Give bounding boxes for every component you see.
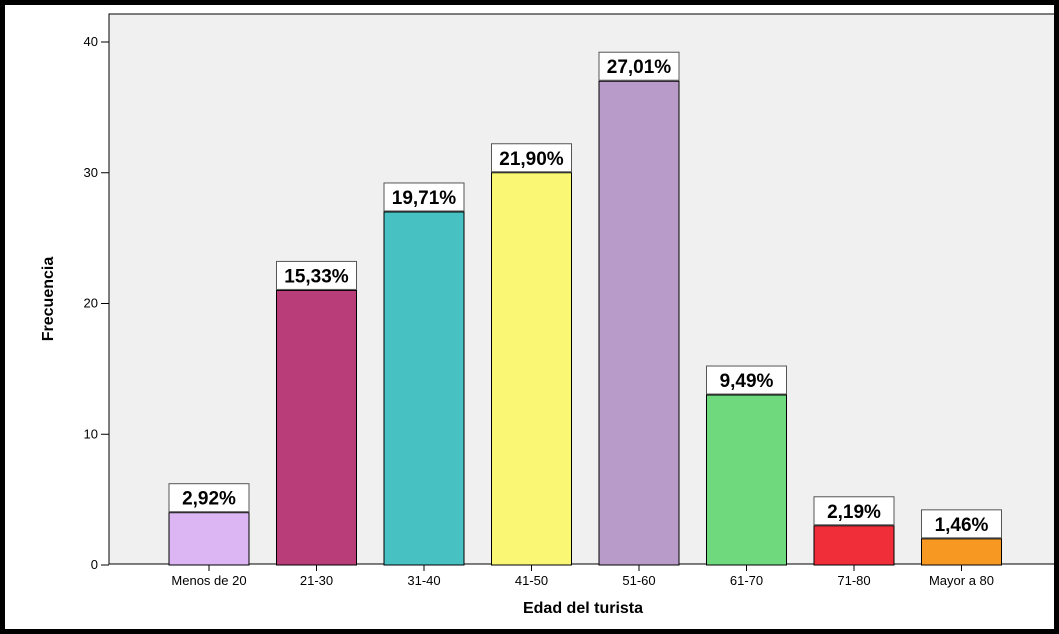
x-tick-label: Menos de 20 <box>171 573 246 588</box>
data-label-box <box>276 260 357 290</box>
data-label-box <box>168 483 250 513</box>
data-label-box <box>598 51 680 81</box>
x-tick-label: 21-30 <box>300 573 333 588</box>
bar <box>276 289 357 566</box>
bar <box>598 80 680 566</box>
bars <box>168 80 1002 566</box>
data-label: 1,46% <box>935 515 989 536</box>
x-tick-label: 31-40 <box>407 573 440 588</box>
x-tick-label: 51-60 <box>622 573 655 588</box>
data-label: 2,19% <box>827 502 881 523</box>
data-label-box <box>706 365 787 395</box>
data-label: 2,92% <box>182 489 236 510</box>
data-label: 27,01% <box>607 57 672 78</box>
y-axis: 0 10 20 30 40 <box>84 34 109 572</box>
bar-chart: 0 10 20 30 40 Menos de 20 21-30 31-40 41-50 51-6… <box>40 13 1054 617</box>
bar <box>813 525 895 566</box>
x-axis-title: Edad del turista <box>523 600 643 617</box>
bar <box>921 538 1002 566</box>
data-label-box <box>921 509 1002 539</box>
data-labels: 2,92% 15,33% 19,71% 21,90% 27,01% 9,49% 2,19% 1… <box>168 51 1002 539</box>
data-label: 9,49% <box>720 371 774 392</box>
y-axis-title: Frecuencia <box>40 257 57 342</box>
data-label: 15,33% <box>284 266 349 287</box>
bar <box>383 211 465 566</box>
data-label: 21,90% <box>499 149 564 170</box>
data-label-box <box>813 496 895 526</box>
x-tick-label: 61-70 <box>730 573 763 588</box>
x-tick-label: Mayor a 80 <box>929 573 994 588</box>
x-tick-label: 71-80 <box>837 573 870 588</box>
x-tick-label: 41-50 <box>515 573 548 588</box>
y-tick-label: 20 <box>84 296 98 311</box>
data-label-box <box>383 182 465 212</box>
x-axis: Menos de 20 21-30 31-40 41-50 51-60 61-70 71-8… <box>171 565 994 588</box>
bar <box>168 512 250 566</box>
data-label: 19,71% <box>392 188 457 209</box>
bar <box>491 172 572 566</box>
y-tick-label: 30 <box>84 165 98 180</box>
chart-frame: 0 10 20 30 40 Menos de 20 21-30 31-40 41-50 51-6… <box>5 5 1054 629</box>
y-tick-label: 0 <box>91 557 98 572</box>
data-label-box <box>491 143 572 173</box>
bar <box>706 394 787 566</box>
y-tick-label: 40 <box>84 34 98 49</box>
plot-area <box>108 13 1054 565</box>
y-tick-label: 10 <box>84 426 98 441</box>
